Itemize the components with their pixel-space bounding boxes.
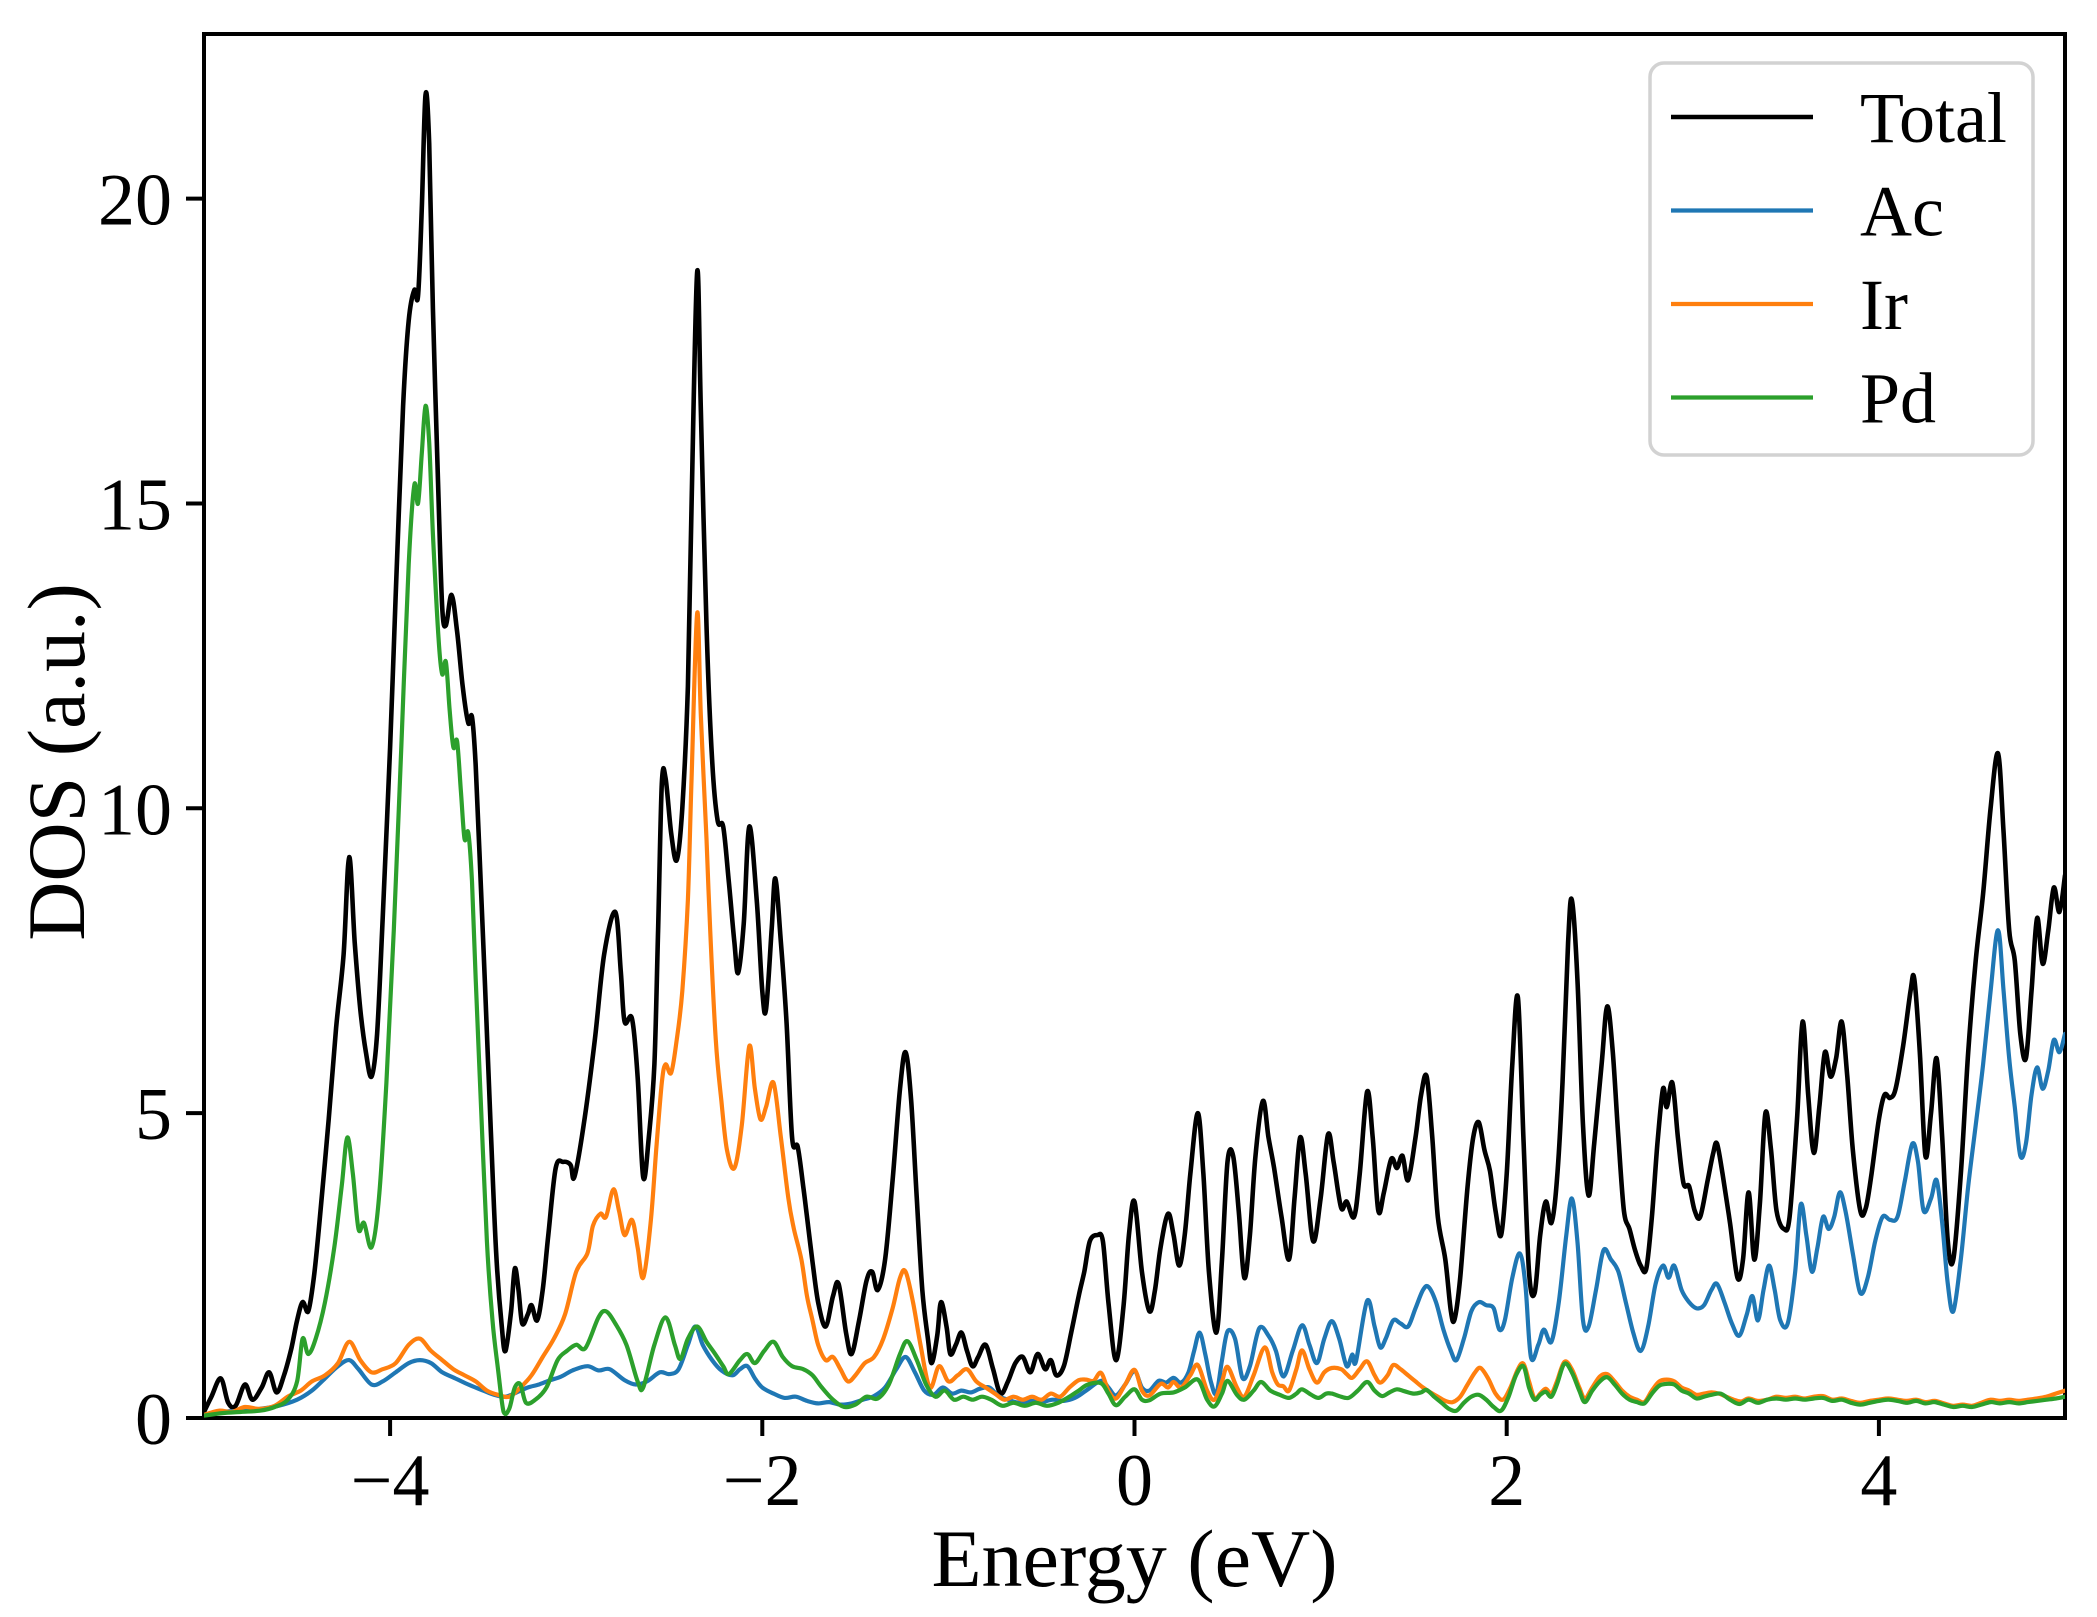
series-line-ac (204, 928, 2065, 1418)
x-tick-label: 4 (1860, 1440, 1897, 1522)
series-line-ir (204, 610, 2065, 1418)
legend-label-pd: Pd (1860, 359, 1936, 439)
series-line-total (204, 90, 2065, 1415)
x-tick-label: −2 (723, 1440, 802, 1522)
legend-label-ir: Ir (1860, 265, 1908, 345)
legend-box (1648, 61, 2035, 457)
legend-label-ac: Ac (1860, 172, 1944, 252)
x-tick-label: 0 (1116, 1440, 1153, 1522)
y-tick-label: 10 (98, 769, 172, 851)
y-tick-label: 15 (98, 464, 172, 546)
series-line-pd (204, 403, 2065, 1418)
y-axis-label: DOS (a.u.) (11, 583, 102, 941)
y-tick-label: 0 (135, 1379, 172, 1461)
x-tick-label: 2 (1488, 1440, 1525, 1522)
x-axis-label: Energy (eV) (931, 1513, 1338, 1604)
y-tick-label: 5 (135, 1074, 172, 1156)
x-tick-label: −4 (351, 1440, 430, 1522)
y-tick-label: 20 (98, 160, 172, 242)
legend-label-total: Total (1860, 78, 2007, 158)
